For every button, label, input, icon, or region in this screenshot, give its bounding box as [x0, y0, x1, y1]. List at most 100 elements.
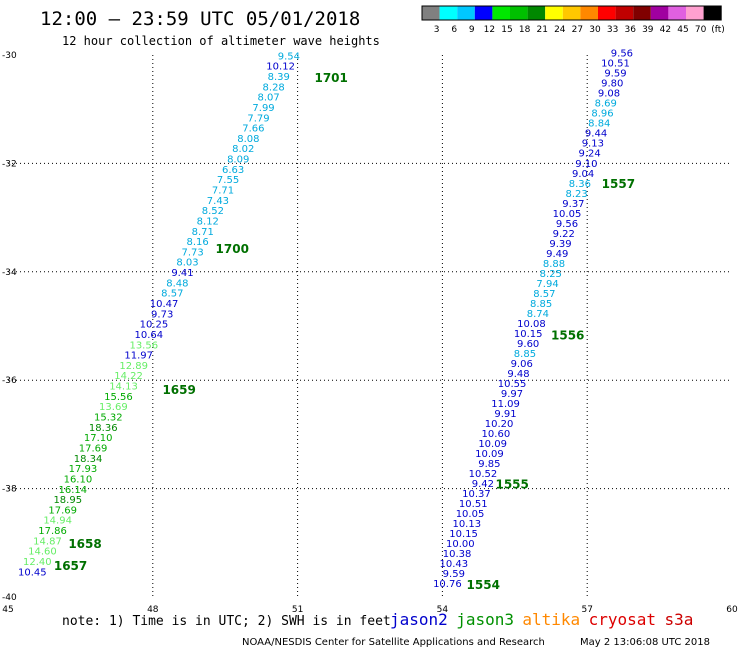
wave-height-point: 9.24: [578, 149, 600, 160]
pass-time-label: 1659: [162, 383, 195, 397]
wave-height-point: 10.64: [135, 330, 164, 341]
wave-height-point: 7.66: [242, 124, 264, 135]
legend-entry: jason2: [390, 610, 448, 629]
colorbar-label: 45: [677, 25, 688, 35]
x-tick-label: 57: [581, 605, 592, 615]
wave-height-point: 8.85: [514, 349, 536, 360]
wave-height-point: 8.74: [527, 309, 549, 320]
grid-lines: [8, 55, 732, 597]
wave-height-point: 11.09: [491, 399, 520, 410]
wave-height-point: 8.16: [187, 237, 209, 248]
wave-height-point: 10.00: [446, 539, 475, 550]
colorbar-label: 36: [624, 25, 636, 35]
wave-height-point: 8.96: [591, 109, 613, 120]
wave-height-point: 12.89: [119, 361, 148, 372]
wave-height-point: 9.04: [572, 169, 594, 180]
wave-height-point: 16.14: [59, 485, 88, 496]
wave-height-point: 9.41: [171, 268, 193, 279]
wave-height-point: 9.44: [585, 129, 607, 140]
colorbar-label: 9: [469, 25, 475, 35]
wave-height-point: 9.59: [604, 69, 626, 80]
wave-height-point: 8.09: [227, 155, 249, 166]
pass-time-labels: 1701 1700 1659 1658 1657 1557 1556 1555 1554: [54, 71, 635, 592]
wave-height-point: 8.52: [202, 206, 224, 217]
chart-title: 12:00 – 23:59 UTC 05/01/2018: [40, 8, 360, 30]
wave-height-point: 10.47: [150, 299, 179, 310]
wave-height-point: 10.43: [440, 559, 469, 570]
wave-height-point: 10.15: [449, 529, 478, 540]
colorbar-unit: (ft): [711, 25, 725, 35]
y-tick-label: -30: [2, 51, 17, 61]
wave-height-point: 10.52: [469, 469, 498, 480]
wave-height-point: 10.05: [456, 509, 485, 520]
x-tick-label: 51: [292, 605, 303, 615]
wave-height-point: 8.71: [192, 227, 214, 238]
colorbar-swatch: [457, 6, 475, 20]
wave-height-point: 10.12: [266, 62, 295, 73]
wave-height-point: 18.36: [89, 423, 118, 434]
wave-height-point: 10.09: [478, 439, 507, 450]
wave-height-point: 9.85: [478, 459, 500, 470]
wave-height-point: 8.36: [569, 179, 591, 190]
wave-height-point: 8.69: [595, 99, 617, 110]
wave-height-point: 10.37: [462, 489, 491, 500]
note-text: note: 1) Time is in UTC; 2) SWH is in fe…: [62, 614, 391, 629]
colorbar-swatch: [668, 6, 686, 20]
wave-height-point: 8.08: [237, 134, 259, 145]
wave-height-point: 10.05: [553, 209, 582, 220]
wave-height-point: 9.37: [562, 199, 584, 210]
wave-height-point: 9.39: [549, 239, 571, 250]
wave-height-point: 14.87: [33, 536, 62, 547]
colorbar-label: 15: [501, 25, 512, 35]
wave-height-point: 10.51: [459, 499, 488, 510]
pass-time-label: 1658: [68, 537, 101, 551]
wave-height-point: 9.91: [494, 409, 516, 420]
wave-height-point: 9.49: [546, 249, 568, 260]
wave-height-point: 16.10: [64, 474, 93, 485]
wave-height-point: 6.63: [222, 165, 244, 176]
colorbar-label: 33: [607, 25, 618, 35]
x-tick-label: 45: [2, 605, 13, 615]
wave-height-point: 8.23: [566, 189, 588, 200]
wave-height-point: 12.40: [23, 557, 52, 568]
colorbar-label: 24: [554, 25, 566, 35]
pass-time-label: 1701: [314, 71, 347, 85]
colorbar-swatch: [650, 6, 669, 20]
legend-entry: cryosat: [589, 610, 656, 629]
wave-height-point: 9.06: [511, 359, 533, 370]
wave-height-point: 8.03: [176, 258, 198, 269]
wave-height-point: 13.69: [99, 402, 128, 413]
wave-height-point: 15.56: [104, 392, 133, 403]
wave-height-point: 18.95: [53, 495, 82, 506]
colorbar-swatch: [615, 6, 634, 20]
colorbar-swatch: [562, 6, 581, 20]
wave-height-point: 17.69: [48, 505, 77, 516]
pass-time-label: 1555: [495, 478, 528, 492]
footer-credit: NOAA/NESDIS Center for Satellite Applica…: [242, 637, 545, 648]
wave-height-point: 14.60: [28, 547, 57, 558]
wave-height-point: 8.85: [530, 299, 552, 310]
wave-height-point: 17.10: [84, 433, 113, 444]
wave-height-point: 9.10: [575, 159, 597, 170]
legend-entry: jason3: [456, 610, 514, 629]
wave-height-point: 9.22: [553, 229, 575, 240]
plot-area: [8, 55, 732, 597]
wave-height-point: 10.76: [433, 579, 462, 590]
wave-height-point: 10.25: [140, 320, 169, 331]
pass-time-label: 1556: [551, 329, 584, 343]
x-tick-label: 54: [437, 605, 449, 615]
wave-height-point: 8.12: [197, 216, 219, 227]
colorbar-swatch: [703, 6, 722, 20]
wave-height-point: 17.93: [69, 464, 98, 475]
wave-height-point: 10.45: [18, 567, 47, 578]
colorbar: 3 6 9 12 15 18 21 24 27 30 33 36 39 42 45 70 (ft): [421, 5, 725, 35]
wave-height-point: 10.55: [498, 379, 527, 390]
y-tick-label: -34: [2, 268, 17, 278]
wave-height-point: 9.42: [472, 479, 494, 490]
colorbar-label: 12: [484, 25, 495, 35]
wave-height-point: 9.73: [151, 309, 173, 320]
colorbar-label: 27: [572, 25, 583, 35]
wave-height-point: 7.99: [252, 103, 274, 114]
wave-height-point: 17.86: [38, 526, 67, 537]
